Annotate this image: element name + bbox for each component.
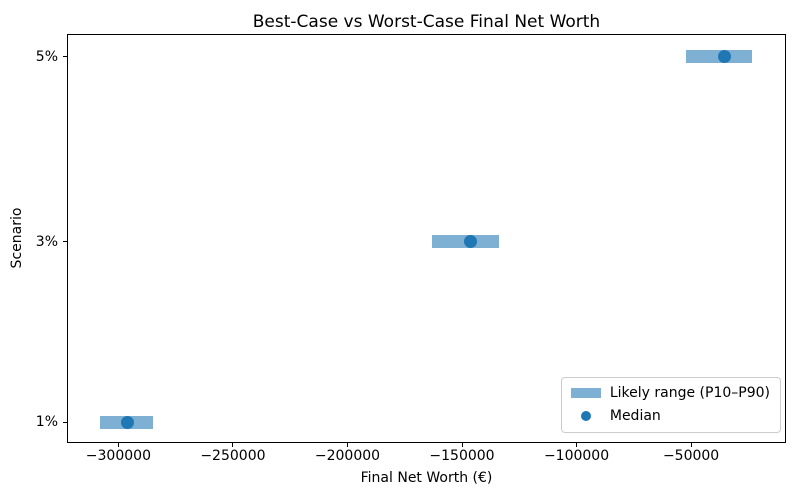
x-axis-label: Final Net Worth (€) [360,470,493,486]
x-axis-tick [690,443,692,447]
x-axis-tick-label: −100000 [543,448,610,464]
legend: Likely range (P10–P90) Median [560,377,781,433]
legend-range-swatch [570,388,601,398]
legend-swatch-holder [570,388,601,398]
median-dot-1% [121,415,135,429]
legend-item-range: Likely range (P10–P90) [570,385,770,401]
x-axis-tick-label: −50000 [662,448,720,464]
y-axis-tick-label-3%: 3% [35,233,58,250]
x-axis-tick [576,443,578,447]
x-axis-tick-label: −250000 [200,448,266,464]
legend-swatch-holder [571,411,601,421]
legend-median-swatch [580,411,591,421]
x-axis-tick [346,443,348,447]
y-axis-tick-label-1%: 1% [35,414,58,431]
x-axis-tick [117,443,119,447]
legend-item-median: Median [571,408,770,424]
chart-title: Best-Case vs Worst-Case Final Net Worth [252,12,601,32]
plot-area: Likely range (P10–P90) Median [67,34,786,443]
x-axis-tick [232,443,234,447]
y-axis-tick-label-5%: 5% [35,48,58,65]
x-axis-tick-label: −200000 [314,448,381,464]
x-axis-tick [461,443,463,447]
legend-median-label: Median [609,408,661,424]
legend-range-label: Likely range (P10–P90) [609,385,770,401]
x-axis-tick-label: −150000 [429,448,495,464]
median-dot-3% [463,235,477,248]
median-dot-5% [717,50,731,64]
y-axis-tick [63,421,67,423]
y-axis-tick [63,241,67,242]
y-axis-tick [63,56,67,58]
x-axis-tick-label: −300000 [85,448,151,464]
